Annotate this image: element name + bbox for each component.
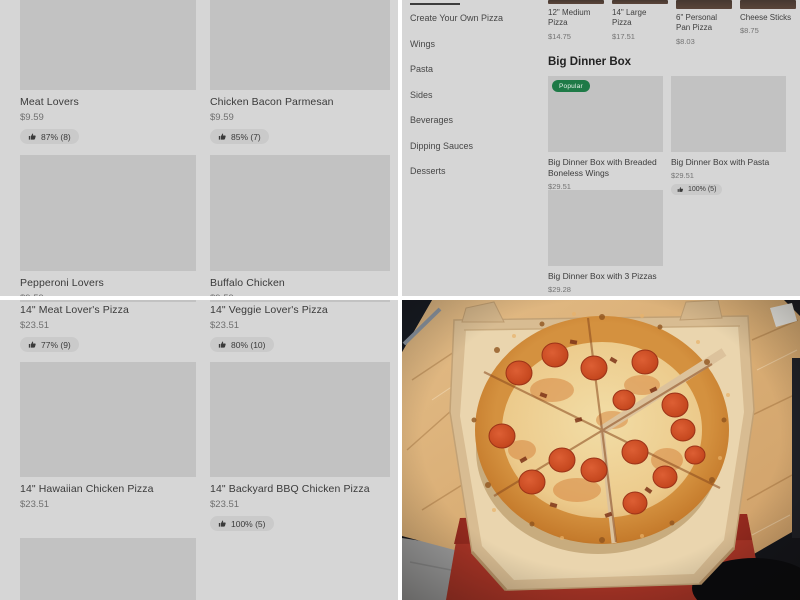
thumbs-up-icon — [28, 133, 36, 140]
item-price: $9.59 — [20, 112, 44, 123]
menu-item-card[interactable]: Cheese Sticks $8.75 — [740, 0, 796, 35]
rating-text: 100% (5) — [688, 186, 717, 194]
item-name: 14" Veggie Lover's Pizza — [210, 304, 328, 316]
thumbs-up-icon — [677, 187, 683, 192]
item-name: Big Dinner Box with Pasta — [671, 157, 770, 167]
section-title: Big Dinner Box — [548, 56, 632, 68]
item-price: $29.51 — [671, 171, 694, 181]
item-image-cutoff — [612, 0, 668, 4]
menu-grid-bottom-left: 14" Meat Lover's Pizza $23.51 77% (9) 14… — [0, 300, 398, 600]
item-image-cutoff — [548, 0, 604, 4]
item-name: Big Dinner Box with Breaded Boneless Win… — [548, 157, 657, 179]
item-price: $8.75 — [740, 26, 759, 36]
sidebar-item-wings[interactable]: Wings — [410, 38, 436, 49]
item-name: 14" Large Pizza — [612, 8, 647, 28]
rating-text: 100% (5) — [231, 518, 266, 529]
menu-item-card[interactable]: Pepperoni Lovers $9.59 — [20, 155, 196, 296]
item-name: 14" Backyard BBQ Chicken Pizza — [210, 483, 370, 495]
menu-item-card[interactable]: 14" Backyard BBQ Chicken Pizza $23.51 10… — [210, 362, 395, 533]
rating-pill: 100% (5) — [671, 184, 723, 196]
rating-text: 85% (7) — [231, 131, 261, 142]
active-category-underline — [410, 3, 460, 5]
item-name: Big Dinner Box with 3 Pizzas — [548, 271, 657, 281]
item-price: $8.03 — [676, 36, 695, 46]
item-image-placeholder — [20, 538, 196, 600]
menu-item-card[interactable]: 14" Large Pizza $17.51 — [612, 0, 668, 41]
sidebar-item-desserts[interactable]: Desserts — [410, 166, 446, 176]
menu-item-card[interactable]: Chicken Bacon Parmesan $9.59 85% (7) — [210, 0, 390, 146]
thumbs-up-icon — [28, 341, 36, 348]
item-image-placeholder — [210, 0, 390, 90]
item-image-placeholder — [20, 155, 196, 271]
item-image-placeholder — [671, 76, 786, 152]
menu-item-card[interactable]: Big Dinner Box with 3 Pizzas $29.28 — [548, 190, 670, 294]
menu-item-card[interactable]: 14" Meat Lover's Pizza $23.51 77% (9) — [20, 300, 196, 354]
item-price: $23.51 — [210, 320, 240, 331]
popular-badge: Popular — [552, 80, 590, 92]
item-price: $17.51 — [612, 31, 635, 41]
item-image-placeholder — [210, 362, 390, 477]
item-image-placeholder — [548, 190, 663, 266]
item-name: Chicken Bacon Parmesan — [210, 96, 334, 108]
thumbs-up-icon — [218, 520, 226, 527]
vignette — [402, 300, 800, 600]
item-name: 6" Personal Pan Pizza — [676, 13, 718, 33]
menu-item-card[interactable]: 14" Hawaiian Chicken Pizza $23.51 — [20, 362, 196, 510]
menu-item-card[interactable]: Big Dinner Box with Pasta $29.51 100% (5… — [671, 76, 793, 198]
item-price: $23.51 — [20, 499, 50, 510]
item-price: $9.59 — [210, 293, 390, 296]
item-name: Buffalo Chicken — [210, 277, 285, 289]
category-sidebar: Create Your Own Pizza Wings Pasta Sides … — [410, 10, 530, 189]
sidebar-item-beverages[interactable]: Beverages — [410, 115, 454, 125]
item-image-placeholder — [20, 0, 196, 90]
thumbs-up-icon — [218, 133, 226, 140]
item-image-cutoff — [676, 0, 732, 9]
item-price: $23.51 — [210, 499, 240, 510]
item-price: $9.59 — [210, 112, 234, 123]
item-price: $29.51 — [548, 182, 571, 192]
menu-item-card[interactable]: Popular Big Dinner Box with Breaded Bone… — [548, 76, 670, 191]
item-price: $23.51 — [20, 320, 50, 331]
rating-text: 77% (9) — [41, 339, 71, 350]
item-image-cutoff — [740, 0, 796, 9]
sidebar-item-dipping-sauces[interactable]: Dipping Sauces — [410, 140, 474, 151]
item-price: $29.28 — [548, 285, 571, 295]
item-image-cutoff — [210, 300, 390, 302]
menu-page-top-right: Create Your Own Pizza Wings Pasta Sides … — [402, 0, 800, 296]
item-image-cutoff — [20, 300, 196, 302]
pizza-photo-illustration — [402, 300, 800, 600]
rating-pill: 100% (5) — [210, 516, 274, 531]
rating-text: 87% (8) — [41, 131, 71, 142]
sidebar-item-pasta[interactable]: Pasta — [410, 64, 434, 74]
menu-item-card[interactable]: 6" Personal Pan Pizza $8.03 — [676, 0, 732, 46]
item-price: $9.59 — [20, 293, 196, 296]
sidebar-item-sides[interactable]: Sides — [410, 89, 433, 100]
menu-item-card[interactable]: Meat Lovers $9.59 87% (8) — [20, 0, 196, 146]
item-image-placeholder — [210, 155, 390, 271]
rating-pill: 80% (10) — [210, 337, 274, 352]
sidebar-item-create-your-own-pizza[interactable]: Create Your Own Pizza — [410, 13, 504, 23]
item-image-placeholder — [20, 362, 196, 477]
pizza-photo — [402, 300, 800, 600]
rating-pill: 77% (9) — [20, 337, 79, 352]
item-image-placeholder: Popular — [548, 76, 663, 152]
menu-item-card[interactable]: 14" Veggie Lover's Pizza $23.51 80% (10) — [210, 300, 395, 354]
menu-grid-top-left: Meat Lovers $9.59 87% (8) Chicken Bacon … — [0, 0, 398, 296]
item-name: Pepperoni Lovers — [20, 277, 104, 289]
item-name: Cheese Sticks — [740, 13, 792, 22]
item-name: 14" Meat Lover's Pizza — [20, 304, 129, 316]
item-name: 12" Medium Pizza — [548, 8, 591, 28]
rating-pill: 87% (8) — [20, 129, 79, 144]
rating-text: 80% (10) — [231, 339, 266, 350]
menu-item-card[interactable]: 12" Medium Pizza $14.75 — [548, 0, 604, 41]
rating-pill: 85% (7) — [210, 129, 269, 144]
menu-item-card[interactable]: Buffalo Chicken $9.59 — [210, 155, 390, 296]
item-name: Meat Lovers — [20, 96, 79, 108]
item-price: $14.75 — [548, 31, 571, 41]
item-name: 14" Hawaiian Chicken Pizza — [20, 483, 154, 495]
thumbs-up-icon — [218, 341, 226, 348]
